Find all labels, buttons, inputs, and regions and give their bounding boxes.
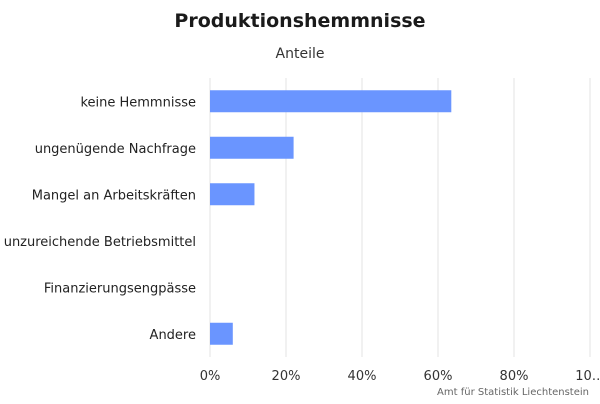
category-label: ungenügende Nachfrage bbox=[35, 142, 196, 157]
x-tick-label: 40% bbox=[348, 369, 377, 384]
chart-credits: Amt für Statistik Liechtenstein bbox=[437, 387, 589, 398]
x-axis-tick-labels: 0% 20% 40% 60% 80% 10… bbox=[200, 369, 600, 384]
category-labels: keine Hemmnisse ungenügende Nachfrage Mang… bbox=[4, 95, 196, 343]
x-tick-label: 0% bbox=[200, 369, 221, 384]
bar[interactable] bbox=[210, 136, 294, 159]
bar[interactable] bbox=[210, 90, 452, 113]
chart-subtitle: Anteile bbox=[276, 46, 325, 62]
category-label: Finanzierungsengpässe bbox=[44, 281, 196, 296]
x-tick-label: 20% bbox=[272, 369, 301, 384]
category-label: Andere bbox=[150, 328, 196, 343]
x-tick-label: 10… bbox=[575, 369, 600, 384]
category-label: Mangel an Arbeitskräften bbox=[32, 188, 196, 203]
bar[interactable] bbox=[210, 322, 233, 345]
category-label: keine Hemmnisse bbox=[80, 95, 196, 110]
category-label: unzureichende Betriebsmittel bbox=[4, 235, 196, 250]
bar[interactable] bbox=[210, 183, 255, 206]
grid-lines bbox=[209, 78, 591, 357]
chart-title: Produktionshemmnisse bbox=[174, 10, 425, 32]
bars bbox=[210, 90, 452, 345]
x-tick-label: 60% bbox=[424, 369, 453, 384]
x-tick-label: 80% bbox=[500, 369, 529, 384]
